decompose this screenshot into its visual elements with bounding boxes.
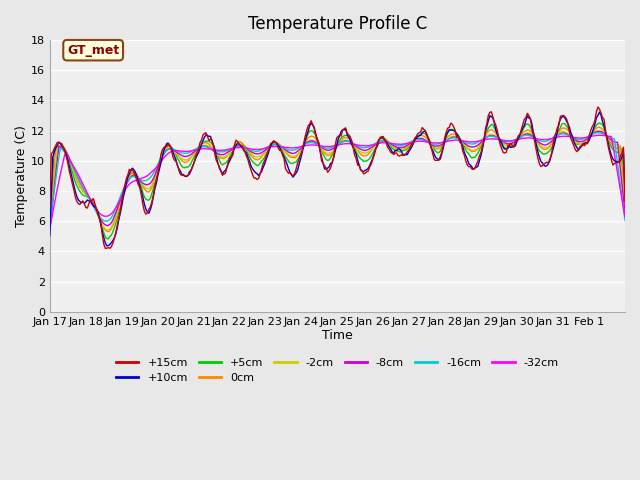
Title: Temperature Profile C: Temperature Profile C	[248, 15, 427, 33]
Y-axis label: Temperature (C): Temperature (C)	[15, 125, 28, 227]
Text: GT_met: GT_met	[67, 44, 119, 57]
Legend: +15cm, +10cm, +5cm, 0cm, -2cm, -8cm, -16cm, -32cm: +15cm, +10cm, +5cm, 0cm, -2cm, -8cm, -16…	[112, 353, 563, 387]
X-axis label: Time: Time	[322, 329, 353, 342]
